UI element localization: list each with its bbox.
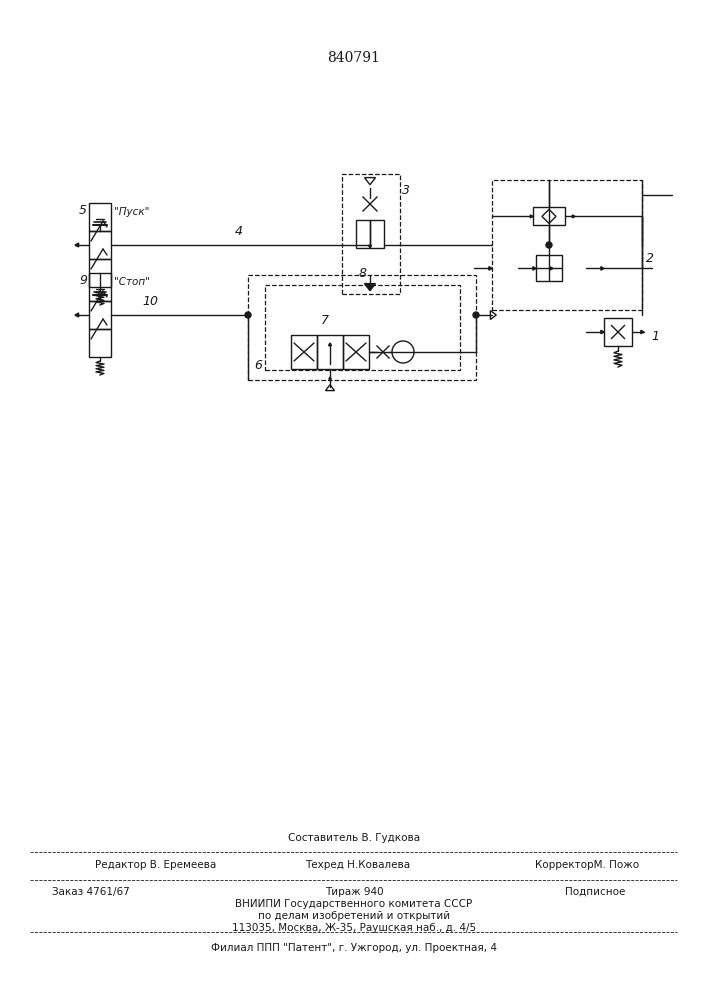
Bar <box>342 174 400 294</box>
Text: Техред Н.Ковалева: Техред Н.Ковалева <box>305 860 410 870</box>
Polygon shape <box>572 215 575 218</box>
Bar <box>492 180 642 310</box>
Polygon shape <box>601 267 604 270</box>
Text: ВНИИПИ Государственного комитета СССР: ВНИИПИ Государственного комитета СССР <box>235 899 472 909</box>
Circle shape <box>473 312 479 318</box>
Text: 1: 1 <box>651 330 659 344</box>
Bar <box>89 231 111 259</box>
Polygon shape <box>489 267 492 270</box>
Bar <box>291 335 317 369</box>
Polygon shape <box>641 330 644 334</box>
Text: 840791: 840791 <box>327 51 380 65</box>
Text: Составитель В. Гудкова: Составитель В. Гудкова <box>288 833 420 843</box>
Text: "Стоп": "Стоп" <box>114 277 150 287</box>
Polygon shape <box>329 343 332 346</box>
Bar <box>89 203 111 231</box>
Polygon shape <box>75 243 78 247</box>
Bar <box>536 255 562 281</box>
Text: 2: 2 <box>646 251 654 264</box>
Bar <box>89 301 111 329</box>
Bar <box>248 275 476 380</box>
Text: Тираж 940: Тираж 940 <box>325 887 383 897</box>
Text: 7: 7 <box>321 314 329 327</box>
Bar <box>604 318 632 346</box>
Text: по делам изобретений и открытий: по делам изобретений и открытий <box>258 911 450 921</box>
Text: 113035, Москва, Ж-35, Раушская наб., д. 4/5: 113035, Москва, Ж-35, Раушская наб., д. … <box>232 923 476 933</box>
Polygon shape <box>601 330 604 334</box>
Text: 5: 5 <box>79 204 87 217</box>
Text: 3: 3 <box>402 184 410 197</box>
Text: 9: 9 <box>79 274 87 287</box>
Text: 8: 8 <box>358 267 366 280</box>
Text: 10: 10 <box>142 295 158 308</box>
Bar <box>533 207 565 225</box>
Bar <box>343 335 369 369</box>
Bar <box>317 335 343 369</box>
Bar <box>89 259 111 287</box>
Polygon shape <box>550 267 553 270</box>
Circle shape <box>245 312 251 318</box>
Polygon shape <box>75 313 78 317</box>
Circle shape <box>546 242 552 248</box>
Polygon shape <box>365 284 375 291</box>
Text: КорректорМ. Пожо: КорректорМ. Пожо <box>535 860 639 870</box>
Polygon shape <box>533 267 536 270</box>
Text: 4: 4 <box>235 225 243 238</box>
Text: "Пуск": "Пуск" <box>114 207 149 217</box>
Text: Заказ 4761/67: Заказ 4761/67 <box>52 887 130 897</box>
Bar <box>89 273 111 301</box>
Text: 6: 6 <box>254 359 262 372</box>
Text: Редактор В. Еремеева: Редактор В. Еремеева <box>95 860 216 870</box>
Polygon shape <box>530 215 533 218</box>
Bar <box>356 220 384 248</box>
Bar <box>89 329 111 357</box>
Polygon shape <box>329 377 332 379</box>
Bar <box>265 285 460 370</box>
Polygon shape <box>368 245 371 248</box>
Text: Филиал ППП "Патент", г. Ужгород, ул. Проектная, 4: Филиал ППП "Патент", г. Ужгород, ул. Про… <box>211 943 497 953</box>
Text: Подписное: Подписное <box>565 887 626 897</box>
